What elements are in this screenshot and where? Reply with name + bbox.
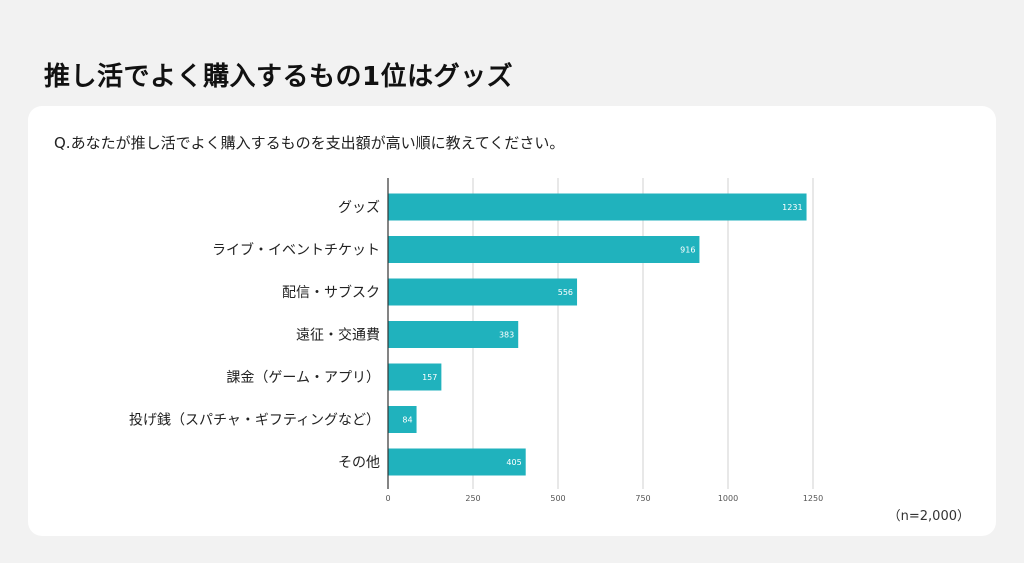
x-tick-label: 1250	[803, 494, 823, 503]
bar	[388, 321, 519, 348]
bar	[388, 278, 578, 306]
bar	[388, 193, 807, 221]
category-label: グッズ	[338, 200, 380, 216]
bar	[388, 236, 700, 263]
category-label: ライブ・イベントチケット	[212, 242, 380, 259]
category-label: 配信・サブスク	[282, 284, 380, 301]
category-label: 課金（ゲーム・アプリ）	[226, 370, 380, 386]
category-label: 投げ銭（スパチャ・ギフティングなど）	[129, 413, 380, 429]
axes: 0 250 500 750 1000 1250 グッズライブ・イベントチケット配信・サブスク…	[129, 178, 823, 503]
bar-value-label: 1231	[782, 203, 802, 212]
category-label: その他	[338, 455, 380, 471]
bar-value-label: 556	[558, 288, 573, 297]
survey-question: Q.あなたが推し活でよく購入するものを支出額が高い順に教えてください。	[54, 134, 565, 152]
bar-value-label: 84	[402, 416, 412, 425]
bar-chart: 1231 916 556 383 157 84 405 0 250 500 750 1000 1250…	[129, 178, 823, 503]
bars: 1231 916 556 383 157 84 405	[388, 193, 807, 476]
x-tick-label: 250	[465, 494, 480, 503]
bar	[388, 448, 526, 476]
bar-value-label: 916	[680, 246, 695, 255]
x-tick-label: 0	[385, 494, 390, 503]
sample-size-note: （n=2,000）	[887, 509, 970, 524]
chart-card: Q.あなたが推し活でよく購入するものを支出額が高い順に教えてください。 1231…	[28, 106, 996, 536]
bar-value-label: 383	[499, 331, 514, 340]
bar-value-label: 405	[506, 458, 521, 467]
x-tick-label: 500	[550, 494, 565, 503]
gridlines	[472, 178, 814, 489]
x-tick-label: 1000	[718, 494, 738, 503]
category-label: 遠征・交通費	[296, 327, 380, 344]
x-tick-label: 750	[635, 494, 650, 503]
bar-value-label: 157	[422, 373, 437, 382]
bar	[388, 363, 442, 391]
page-title: 推し活でよく購入するもの1位はグッズ	[44, 62, 514, 92]
bar	[388, 406, 417, 433]
